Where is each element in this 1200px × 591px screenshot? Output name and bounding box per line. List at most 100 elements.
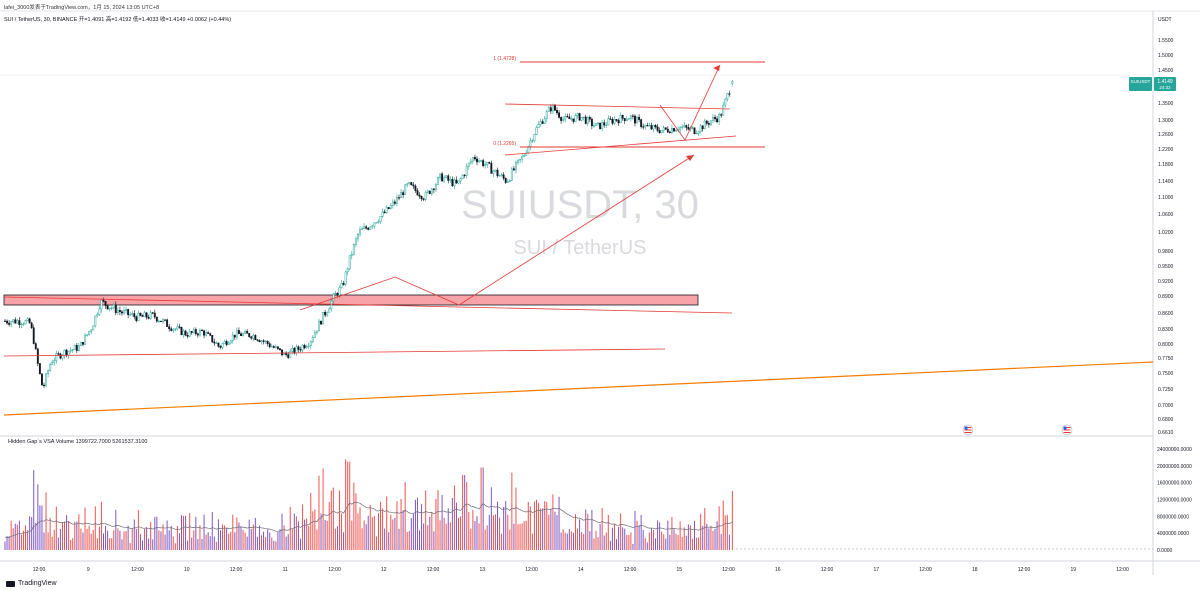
us-flag-icon[interactable] (962, 424, 974, 436)
candle (135, 315, 138, 323)
candle (20, 322, 23, 329)
volume-bar (677, 534, 679, 550)
candle (607, 115, 610, 126)
price-tick-label: 0.6610 (1158, 430, 1174, 436)
us-flag-icon[interactable] (1061, 424, 1073, 436)
candle (547, 106, 550, 113)
volume-bar (613, 523, 615, 550)
candle (100, 298, 103, 313)
candle (515, 160, 517, 174)
support-zone[interactable] (3, 294, 699, 306)
volume-bar (556, 515, 558, 550)
candle (558, 110, 561, 119)
time-tick-label: 15 (676, 567, 682, 573)
volume-bar (164, 534, 166, 550)
candle (654, 123, 657, 129)
range-bottom-line[interactable] (504, 135, 737, 156)
candle (231, 331, 234, 344)
candle (517, 159, 519, 165)
candle (309, 340, 312, 350)
price-tick-label: 0.7000 (1158, 403, 1174, 409)
volume-bar (312, 511, 314, 550)
volume-bar (492, 515, 494, 550)
candle (398, 194, 400, 201)
candle (123, 306, 125, 315)
volume-bar (215, 541, 217, 550)
volume-bar (394, 517, 396, 550)
candle (160, 320, 162, 323)
volume-bar (404, 481, 406, 550)
lower-support-line[interactable] (3, 348, 666, 357)
candle (32, 324, 35, 345)
candle (480, 159, 483, 163)
candle (246, 328, 249, 334)
volume-bar (425, 490, 427, 550)
volume-bar (507, 514, 509, 550)
candle (342, 280, 345, 286)
candle (568, 113, 571, 120)
candle (556, 107, 558, 115)
candle (207, 331, 210, 334)
volume-bar (700, 513, 702, 550)
volume-tick-label: 16000000.0000 (1157, 481, 1192, 487)
volume-bar (525, 520, 527, 550)
volume-bar (100, 501, 102, 550)
candle (354, 236, 357, 248)
volume-bar (308, 526, 310, 550)
candle (293, 347, 296, 355)
volume-bar (410, 518, 412, 550)
breakout-path[interactable] (659, 64, 721, 141)
candle (320, 320, 322, 326)
candle (670, 124, 673, 134)
volume-bar (166, 520, 168, 550)
volume-bar (4, 541, 6, 550)
volume-bar (74, 521, 76, 550)
candle (648, 122, 651, 127)
long-trendline[interactable] (3, 361, 1154, 416)
candle (133, 310, 136, 320)
volume-bar (197, 539, 199, 550)
volume-bar (365, 524, 367, 550)
candle (656, 123, 659, 133)
descending-resistance-line[interactable] (3, 296, 733, 314)
volume-bar (267, 529, 269, 550)
volume-bar (160, 531, 162, 550)
volume-bar (16, 524, 18, 550)
volume-bar (554, 511, 556, 550)
price-tick-label: 0.9200 (1158, 279, 1174, 285)
candle (311, 335, 314, 344)
watermark-description: SUI / TetherUS (513, 237, 646, 259)
candle (414, 184, 417, 193)
volume-bar (412, 514, 414, 550)
candles-group (4, 80, 734, 389)
volume-bar (324, 519, 326, 550)
candle (90, 329, 93, 335)
projection-path[interactable] (299, 154, 695, 311)
candle (714, 114, 716, 122)
volume-bar (398, 528, 400, 550)
volume-bar (663, 534, 665, 550)
candle (166, 318, 169, 327)
volume-bar (287, 534, 289, 550)
symbol-info-line: SUI / TetherUS, 30, BINANCE 开=1.4091 高=1… (4, 17, 232, 23)
volume-bar (367, 515, 369, 550)
candle (457, 180, 460, 185)
volume-bar (585, 509, 587, 550)
candle (445, 175, 448, 179)
volume-bar (511, 472, 513, 550)
volume-bar (281, 513, 283, 550)
price-tick-label: 1.0200 (1158, 230, 1174, 236)
volume-bar (566, 533, 568, 550)
volume-bar (41, 505, 43, 550)
candle (699, 124, 702, 134)
candle (184, 329, 187, 337)
volume-bar (609, 540, 611, 550)
time-tick-label: 12:00 (624, 567, 637, 573)
range-top-line[interactable] (504, 103, 731, 110)
volume-bar (484, 529, 486, 550)
volume-bar (560, 532, 562, 550)
volume-bar (338, 490, 340, 550)
candle (658, 127, 661, 134)
volume-bar (408, 531, 410, 550)
